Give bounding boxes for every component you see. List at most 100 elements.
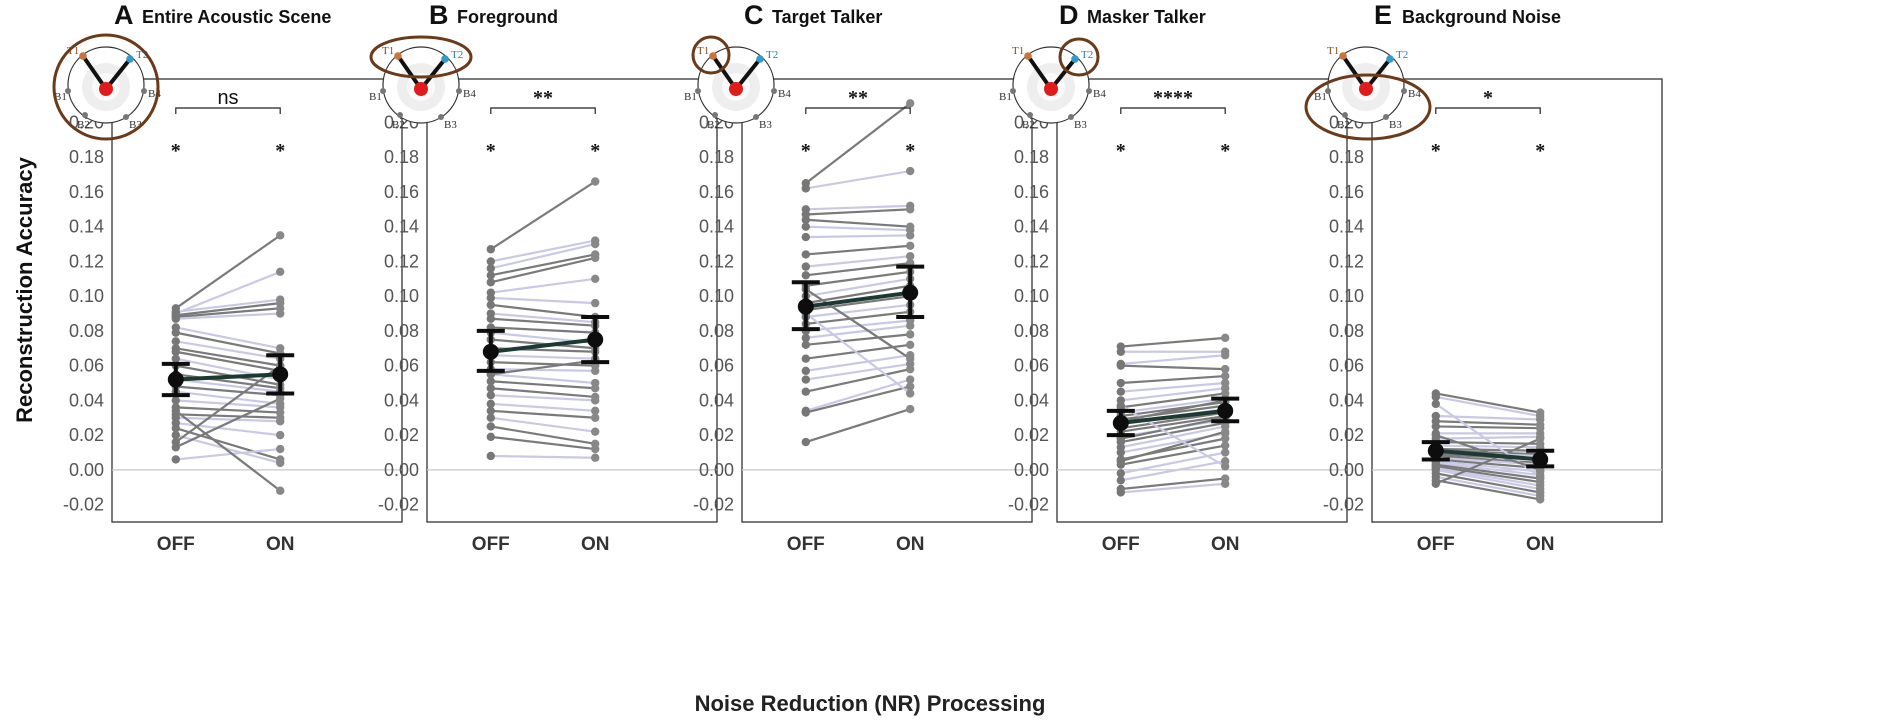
subject-line bbox=[1120, 364, 1226, 371]
subject-line bbox=[490, 416, 596, 433]
subject-line bbox=[1120, 477, 1226, 491]
y-tick-label: 0.16 bbox=[699, 182, 734, 202]
panel-frame bbox=[426, 78, 718, 523]
scene-icon-label-t2: T2 bbox=[1396, 49, 1408, 61]
subject-point-off bbox=[1116, 456, 1126, 466]
subject-point-off bbox=[1116, 476, 1126, 485]
scene-icon-b3-dot bbox=[753, 114, 759, 120]
subject-line bbox=[805, 310, 911, 326]
subject-line bbox=[490, 435, 596, 451]
subject-line bbox=[175, 312, 281, 320]
subject-line bbox=[1120, 482, 1226, 494]
subject-point-off bbox=[171, 443, 180, 452]
subject-line bbox=[805, 362, 911, 381]
subject-line bbox=[490, 373, 596, 385]
subject-line bbox=[1435, 467, 1541, 487]
subject-line bbox=[490, 402, 596, 412]
subject-line bbox=[805, 277, 911, 298]
subject-point-off bbox=[486, 384, 495, 393]
scene-icon-b4-dot bbox=[141, 88, 147, 94]
subject-point-off bbox=[486, 271, 495, 280]
scene-icon-label-t1: T1 bbox=[1327, 45, 1339, 57]
subject-point-off bbox=[171, 337, 180, 346]
subject-point-off bbox=[486, 314, 495, 323]
comparison-bracket bbox=[1120, 107, 1226, 114]
panel-letter: A bbox=[114, 0, 134, 30]
subject-point-on bbox=[906, 340, 915, 349]
subject-point-on bbox=[906, 205, 915, 214]
panel-frame bbox=[741, 78, 1033, 523]
scene-icon-t1-dot bbox=[1024, 52, 1032, 60]
subject-line bbox=[1120, 416, 1226, 440]
subject-line bbox=[175, 307, 281, 319]
subject-point-off bbox=[1116, 401, 1126, 410]
significance-star-on: * bbox=[1535, 140, 1545, 162]
mean-point-on bbox=[902, 284, 919, 301]
subject-point-on bbox=[591, 274, 600, 283]
subject-line bbox=[490, 317, 596, 327]
subject-line bbox=[805, 368, 911, 393]
subject-line bbox=[490, 256, 596, 284]
subject-line bbox=[490, 303, 596, 319]
comparison-label: **** bbox=[1153, 87, 1193, 109]
subject-point-on bbox=[276, 444, 285, 454]
y-tick-label: 0.06 bbox=[69, 356, 104, 376]
scene-icon-label-b3: B3 bbox=[1389, 119, 1402, 131]
subject-point-off bbox=[801, 250, 810, 259]
subject-point-off bbox=[1431, 430, 1441, 440]
subject-point-off bbox=[171, 396, 180, 405]
y-tick-label: -0.02 bbox=[63, 495, 104, 515]
subject-line bbox=[805, 385, 911, 414]
scene-icon: T1 T2 B1 B2 B3 B4 bbox=[369, 35, 476, 131]
subject-point-off bbox=[801, 184, 810, 193]
y-tick-label: 0.08 bbox=[384, 321, 419, 341]
subject-point-off bbox=[171, 347, 180, 356]
subject-point-off bbox=[486, 278, 495, 287]
subject-line bbox=[1120, 392, 1226, 409]
y-tick-label: -0.02 bbox=[1008, 495, 1049, 515]
subject-line bbox=[805, 319, 911, 332]
y-tick-label: 0.14 bbox=[699, 217, 734, 237]
panels: -0.02 0.00 0.02 0.04 0.06 0.08 0.10 0.12 0.14 0.1… bbox=[52, 0, 1663, 555]
panel-letter: C bbox=[744, 0, 764, 30]
y-tick-label: 0.08 bbox=[699, 321, 734, 341]
comparison-bracket bbox=[490, 107, 596, 114]
scene-icon-b1-dot bbox=[65, 88, 71, 94]
subject-line bbox=[805, 234, 911, 239]
subject-line bbox=[1435, 468, 1541, 491]
subject-point-on bbox=[1221, 351, 1230, 360]
subject-line bbox=[1120, 354, 1226, 366]
panel-title: Target Talker bbox=[772, 7, 882, 27]
subject-line bbox=[1120, 430, 1226, 463]
mean-line bbox=[805, 290, 911, 309]
subject-line bbox=[1435, 475, 1541, 498]
subject-point-on bbox=[591, 366, 600, 376]
mean-line bbox=[175, 372, 281, 382]
scene-icon-b1-dot bbox=[695, 88, 701, 94]
subject-point-off bbox=[171, 430, 180, 440]
subject-point-off bbox=[486, 390, 495, 400]
subject-point-off bbox=[171, 314, 180, 323]
scene-icon-b3-dot bbox=[1068, 114, 1074, 120]
subject-line bbox=[805, 295, 911, 312]
subject-point-off bbox=[486, 293, 495, 303]
subject-line bbox=[1120, 421, 1226, 444]
scene-icon-label-t1: T1 bbox=[1012, 45, 1024, 57]
y-tick-label: 0.10 bbox=[1329, 286, 1364, 306]
subject-point-off bbox=[801, 375, 810, 384]
subject-line bbox=[490, 394, 596, 402]
subject-line bbox=[175, 364, 281, 443]
mean-point-on bbox=[587, 331, 604, 348]
subject-point-on bbox=[1536, 472, 1545, 482]
subject-line bbox=[1120, 404, 1226, 468]
subject-point-on bbox=[276, 458, 285, 468]
subject-point-on bbox=[906, 166, 915, 176]
panel-letter: E bbox=[1374, 0, 1392, 30]
y-tick-label: 0.10 bbox=[1014, 286, 1049, 306]
subject-line bbox=[175, 350, 281, 372]
subject-line bbox=[1435, 440, 1541, 445]
significance-star-off: * bbox=[486, 140, 496, 162]
scene-icon-t2-dot bbox=[1071, 55, 1079, 63]
subject-point-off bbox=[1116, 347, 1126, 356]
subject-point-off bbox=[1116, 488, 1126, 497]
